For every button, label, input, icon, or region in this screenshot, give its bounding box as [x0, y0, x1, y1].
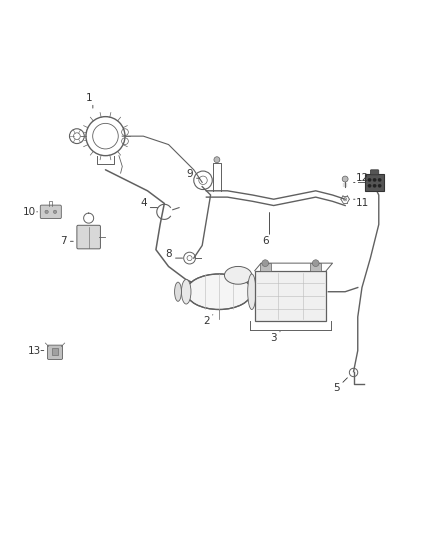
Text: 13: 13: [27, 345, 41, 356]
Text: 9: 9: [186, 169, 193, 179]
Circle shape: [45, 210, 48, 214]
Ellipse shape: [224, 266, 252, 284]
Text: 7: 7: [60, 236, 67, 246]
Circle shape: [342, 176, 348, 182]
Circle shape: [53, 210, 57, 214]
FancyBboxPatch shape: [255, 271, 326, 321]
Ellipse shape: [175, 282, 181, 301]
Circle shape: [378, 184, 381, 188]
Text: 2: 2: [203, 316, 210, 326]
FancyBboxPatch shape: [77, 225, 100, 249]
Text: 4: 4: [140, 198, 147, 208]
Text: 6: 6: [262, 236, 268, 246]
FancyBboxPatch shape: [260, 263, 271, 271]
FancyBboxPatch shape: [310, 263, 321, 271]
Circle shape: [214, 157, 220, 163]
Circle shape: [312, 260, 319, 266]
Text: 3: 3: [270, 333, 277, 343]
Ellipse shape: [248, 274, 256, 310]
FancyBboxPatch shape: [371, 170, 379, 175]
Circle shape: [368, 184, 371, 188]
Text: 5: 5: [333, 383, 340, 393]
Text: 8: 8: [165, 249, 172, 259]
FancyBboxPatch shape: [52, 348, 58, 355]
FancyBboxPatch shape: [365, 174, 384, 191]
Text: 1: 1: [85, 93, 92, 103]
Ellipse shape: [181, 279, 191, 304]
FancyBboxPatch shape: [47, 345, 63, 359]
Text: 10: 10: [23, 207, 36, 217]
Circle shape: [378, 178, 381, 182]
Circle shape: [373, 178, 376, 182]
Circle shape: [368, 178, 371, 182]
Circle shape: [373, 184, 376, 188]
Text: 12: 12: [355, 173, 369, 183]
Ellipse shape: [186, 274, 252, 310]
Circle shape: [262, 260, 268, 266]
Text: 11: 11: [355, 198, 369, 208]
FancyBboxPatch shape: [40, 205, 61, 219]
